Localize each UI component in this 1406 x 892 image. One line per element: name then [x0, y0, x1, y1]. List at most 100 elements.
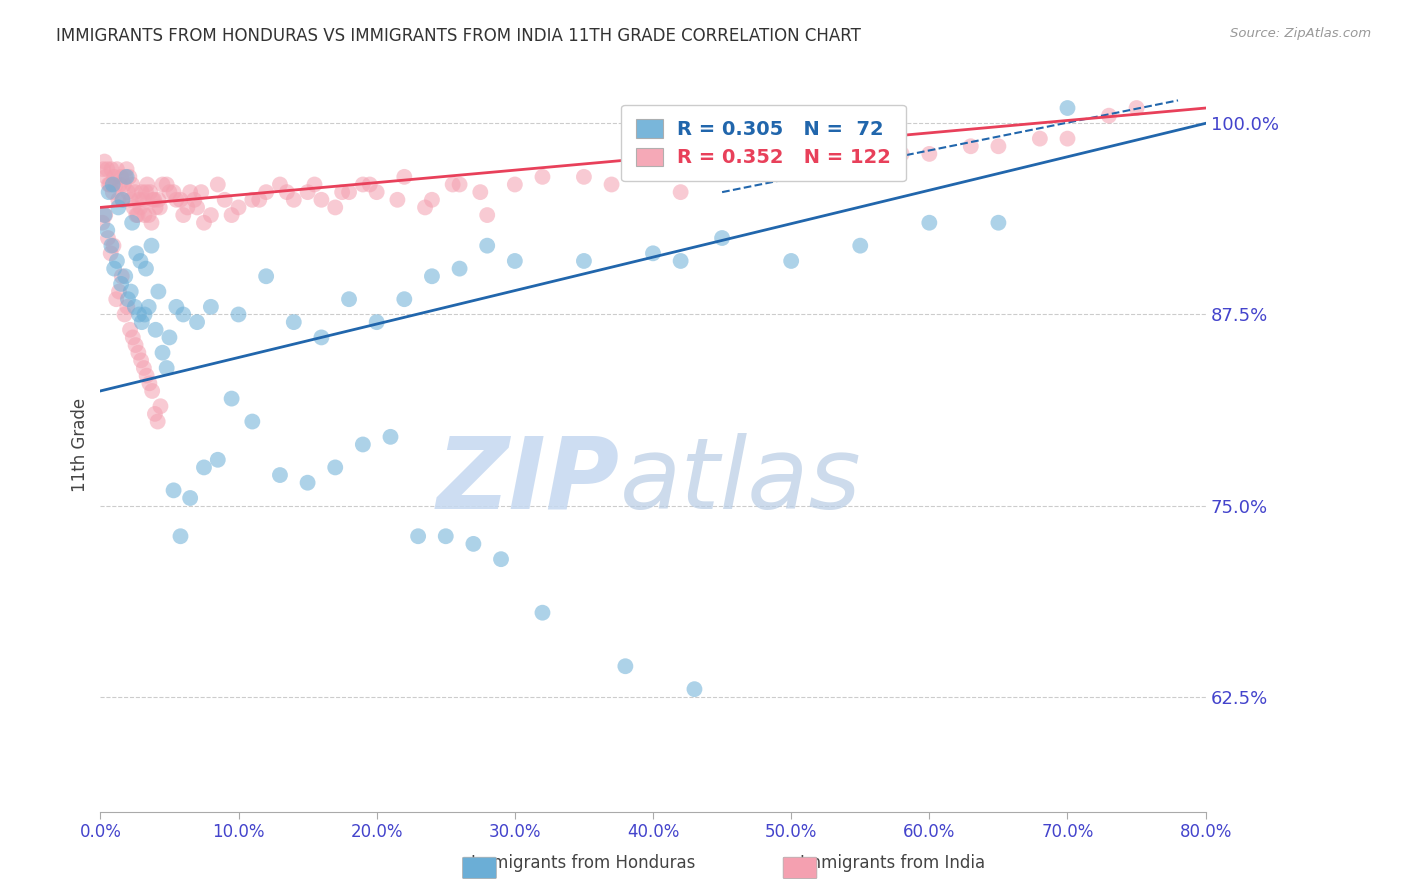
Point — [304, 178, 326, 192]
Point — [394, 292, 416, 306]
Point — [114, 169, 136, 184]
Point — [134, 208, 156, 222]
Point — [121, 178, 143, 192]
Point — [97, 185, 120, 199]
Point — [96, 223, 118, 237]
Point — [131, 315, 153, 329]
Point — [683, 682, 706, 697]
Point — [122, 201, 145, 215]
Point — [1125, 101, 1147, 115]
Point — [221, 392, 243, 406]
Point — [366, 315, 388, 329]
Point — [128, 193, 150, 207]
Point — [240, 415, 263, 429]
Point — [107, 201, 129, 215]
Point — [162, 483, 184, 498]
Point — [120, 193, 142, 207]
Point — [115, 162, 138, 177]
Point — [297, 185, 319, 199]
Point — [228, 308, 250, 322]
Point — [359, 178, 381, 192]
Text: Immigrants from India: Immigrants from India — [800, 855, 986, 872]
Point — [169, 193, 191, 207]
Point — [959, 139, 981, 153]
Point — [148, 285, 170, 299]
Point — [141, 216, 163, 230]
Point — [821, 154, 844, 169]
Point — [152, 345, 174, 359]
Point — [94, 169, 117, 184]
Point — [441, 178, 464, 192]
Point — [669, 185, 692, 199]
Point — [190, 185, 212, 199]
Point — [118, 169, 141, 184]
Text: atlas: atlas — [620, 433, 862, 530]
Point — [159, 330, 181, 344]
Point — [103, 261, 125, 276]
Point — [503, 254, 526, 268]
Point — [120, 285, 142, 299]
Point — [413, 201, 436, 215]
Point — [752, 162, 775, 177]
Point — [108, 285, 131, 299]
Point — [489, 552, 512, 566]
Point — [91, 162, 114, 177]
Point — [641, 162, 664, 177]
Point — [337, 292, 360, 306]
Point — [110, 277, 132, 291]
Point — [165, 193, 187, 207]
Point — [105, 162, 128, 177]
Point — [572, 169, 595, 184]
Point — [420, 193, 443, 207]
Point — [134, 308, 156, 322]
Point — [214, 193, 236, 207]
Point — [780, 254, 803, 268]
Point — [169, 529, 191, 543]
Point — [143, 407, 166, 421]
Point — [323, 460, 346, 475]
Y-axis label: 11th Grade: 11th Grade — [72, 398, 89, 491]
Point — [207, 178, 229, 192]
Point — [111, 269, 134, 284]
Point — [117, 185, 139, 199]
Point — [207, 452, 229, 467]
Point — [1056, 131, 1078, 145]
Point — [297, 475, 319, 490]
Point — [124, 185, 146, 199]
Point — [139, 185, 162, 199]
Point — [152, 178, 174, 192]
Point — [108, 178, 131, 192]
Point — [434, 529, 457, 543]
Point — [352, 178, 374, 192]
Text: ZIP: ZIP — [437, 433, 620, 530]
Point — [129, 254, 152, 268]
Point — [711, 154, 734, 169]
Point — [145, 323, 167, 337]
Text: Immigrants from Honduras: Immigrants from Honduras — [471, 855, 696, 872]
Point — [186, 315, 208, 329]
Point — [129, 201, 152, 215]
Point — [780, 147, 803, 161]
Point — [117, 300, 139, 314]
Point — [572, 254, 595, 268]
Point — [156, 178, 179, 192]
Point — [849, 238, 872, 252]
Point — [110, 169, 132, 184]
Point — [269, 178, 291, 192]
Point — [183, 193, 205, 207]
Point — [918, 147, 941, 161]
Point — [387, 193, 409, 207]
Point — [120, 323, 142, 337]
Point — [669, 254, 692, 268]
Point — [135, 261, 157, 276]
Point — [311, 330, 333, 344]
Point — [449, 178, 471, 192]
Point — [477, 238, 499, 252]
Point — [132, 361, 155, 376]
Point — [127, 208, 149, 222]
Point — [142, 193, 165, 207]
Point — [849, 154, 872, 169]
Point — [641, 246, 664, 260]
Point — [1056, 101, 1078, 115]
Point — [987, 216, 1010, 230]
